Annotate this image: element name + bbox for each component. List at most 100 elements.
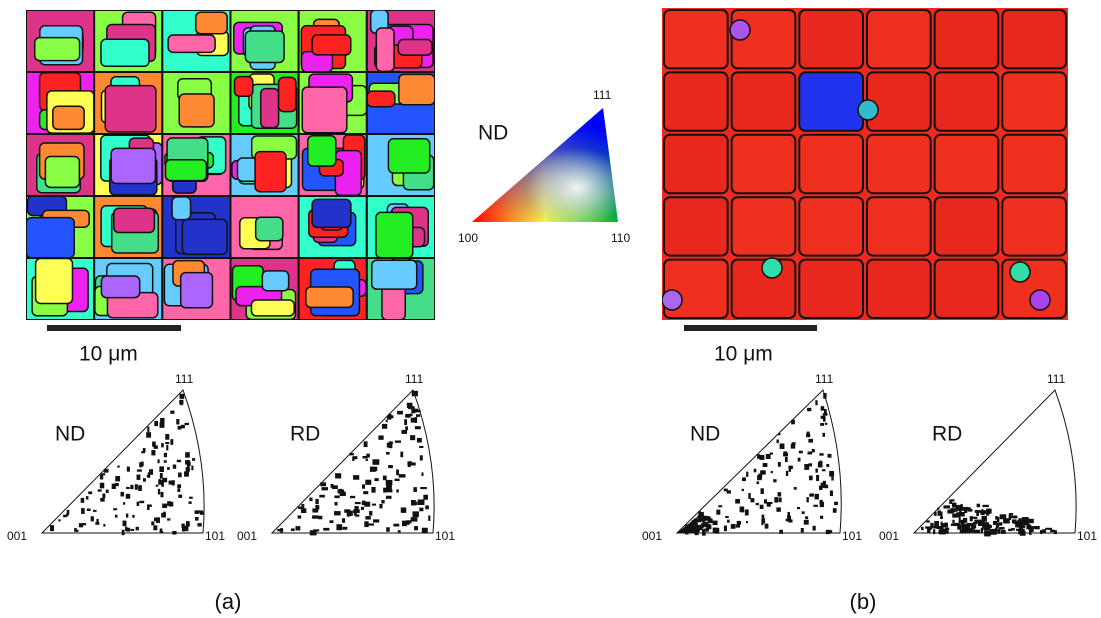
panel-label: (a) bbox=[215, 589, 242, 614]
texture-point bbox=[332, 485, 338, 489]
texture-point bbox=[372, 504, 376, 506]
grain bbox=[799, 72, 863, 130]
texture-point bbox=[146, 432, 151, 438]
inverse-pole-figure: RD111001101 bbox=[237, 372, 455, 543]
texture-point bbox=[995, 516, 997, 520]
texture-point bbox=[1000, 514, 1006, 517]
texture-point bbox=[164, 453, 167, 457]
texture-point bbox=[756, 503, 759, 505]
grain bbox=[255, 152, 286, 192]
texture-point bbox=[170, 411, 174, 414]
texture-point bbox=[982, 516, 987, 522]
texture-point bbox=[317, 505, 320, 509]
texture-point bbox=[83, 523, 86, 525]
texture-point bbox=[165, 442, 169, 444]
texture-point bbox=[967, 523, 973, 526]
texture-point bbox=[161, 482, 164, 487]
texture-point bbox=[137, 475, 141, 480]
texture-point bbox=[779, 530, 783, 534]
grain bbox=[35, 38, 80, 61]
texture-point bbox=[778, 462, 781, 467]
texture-point bbox=[338, 490, 344, 494]
texture-point bbox=[355, 502, 361, 504]
texture-point bbox=[132, 515, 134, 518]
texture-point bbox=[156, 485, 159, 487]
grain bbox=[53, 106, 84, 129]
texture-point bbox=[184, 471, 189, 476]
grain bbox=[179, 94, 214, 127]
texture-point bbox=[707, 527, 709, 529]
texture-point bbox=[934, 525, 938, 528]
texture-point bbox=[396, 489, 398, 492]
texture-point bbox=[709, 524, 712, 529]
texture-point bbox=[820, 516, 823, 519]
texture-point bbox=[50, 525, 54, 531]
grain bbox=[1010, 262, 1030, 282]
texture-point bbox=[318, 516, 322, 520]
grain bbox=[732, 135, 796, 193]
texture-point bbox=[181, 425, 185, 429]
texture-point bbox=[425, 505, 429, 509]
texture-point bbox=[102, 493, 105, 498]
texture-point bbox=[172, 531, 176, 535]
ipf-left: 001 bbox=[642, 529, 662, 543]
color-key: ND 111 100 110 bbox=[458, 88, 630, 245]
texture-point bbox=[785, 457, 788, 462]
texture-point bbox=[395, 440, 401, 442]
grain bbox=[388, 139, 429, 173]
texture-point bbox=[123, 502, 125, 505]
texture-point bbox=[787, 516, 791, 521]
inverse-pole-figure: RD111001101 bbox=[879, 372, 1097, 543]
texture-point bbox=[395, 479, 400, 481]
texture-point bbox=[148, 472, 151, 478]
texture-point bbox=[386, 452, 390, 455]
texture-point bbox=[956, 512, 960, 517]
grain bbox=[279, 77, 296, 111]
texture-point bbox=[177, 460, 181, 462]
texture-point bbox=[178, 495, 182, 498]
texture-point bbox=[956, 506, 958, 510]
texture-point bbox=[191, 466, 193, 471]
texture-point bbox=[727, 520, 730, 523]
texture-point bbox=[754, 469, 757, 473]
texture-point bbox=[762, 515, 765, 518]
texture-point bbox=[137, 502, 140, 506]
texture-point bbox=[773, 479, 776, 482]
texture-point bbox=[819, 453, 823, 455]
texture-point bbox=[997, 530, 1000, 534]
grain bbox=[105, 86, 156, 132]
grain bbox=[799, 135, 863, 193]
texture-point bbox=[771, 471, 773, 473]
texture-point bbox=[716, 510, 720, 515]
grain bbox=[799, 10, 863, 68]
texture-point bbox=[949, 499, 954, 501]
texture-point bbox=[776, 507, 780, 511]
grain bbox=[732, 197, 796, 255]
texture-point bbox=[821, 406, 825, 410]
texture-point bbox=[751, 498, 755, 502]
texture-point bbox=[415, 417, 418, 423]
texture-point bbox=[1045, 528, 1052, 530]
texture-point bbox=[986, 511, 989, 515]
texture-point bbox=[143, 478, 146, 482]
texture-point bbox=[298, 515, 302, 518]
texture-point bbox=[420, 455, 423, 460]
texture-point bbox=[823, 416, 826, 421]
texture-point bbox=[152, 442, 156, 447]
texture-point bbox=[320, 482, 326, 486]
ipf-direction: ND bbox=[55, 423, 85, 446]
texture-point bbox=[405, 414, 410, 418]
texture-point bbox=[180, 394, 185, 399]
texture-point bbox=[126, 514, 128, 518]
texture-point bbox=[826, 464, 829, 467]
grain bbox=[664, 72, 728, 130]
texture-point bbox=[93, 510, 97, 512]
texture-point bbox=[797, 507, 800, 509]
ipf-direction: RD bbox=[290, 423, 320, 446]
texture-point bbox=[321, 487, 328, 490]
texture-point bbox=[192, 458, 195, 461]
texture-point bbox=[361, 507, 364, 510]
texture-point bbox=[383, 476, 387, 481]
texture-point bbox=[1054, 530, 1057, 534]
texture-point bbox=[762, 457, 764, 460]
